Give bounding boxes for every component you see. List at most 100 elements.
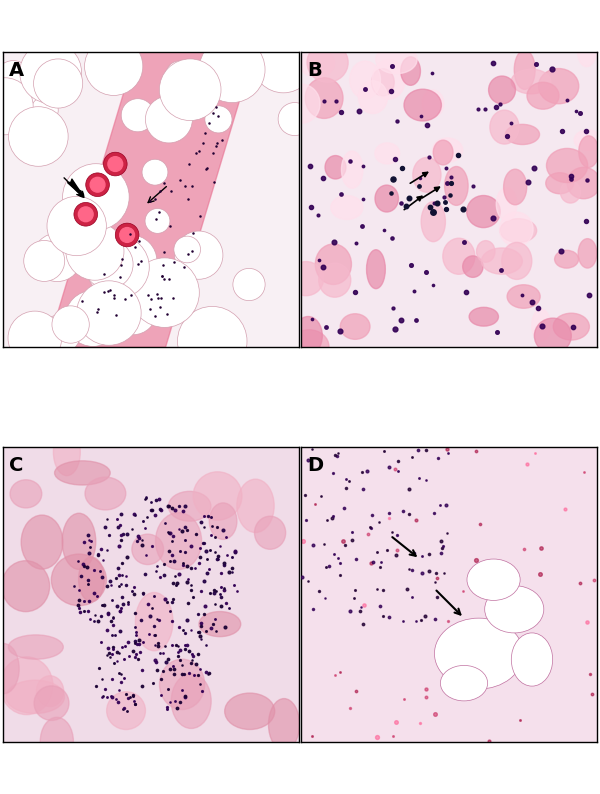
Circle shape <box>74 202 98 226</box>
Circle shape <box>199 37 265 102</box>
Ellipse shape <box>237 479 274 533</box>
Ellipse shape <box>481 248 523 274</box>
Ellipse shape <box>578 37 596 67</box>
Ellipse shape <box>224 693 275 730</box>
Circle shape <box>169 283 196 310</box>
Ellipse shape <box>485 586 544 633</box>
Circle shape <box>253 31 314 93</box>
Ellipse shape <box>8 635 63 659</box>
Ellipse shape <box>37 676 64 707</box>
Ellipse shape <box>467 559 520 600</box>
Ellipse shape <box>440 665 488 701</box>
Ellipse shape <box>199 611 241 637</box>
Polygon shape <box>47 52 254 347</box>
Ellipse shape <box>10 480 42 508</box>
Ellipse shape <box>107 692 145 730</box>
Circle shape <box>174 236 200 263</box>
Circle shape <box>104 235 157 287</box>
Circle shape <box>90 177 105 192</box>
Circle shape <box>169 62 214 108</box>
Ellipse shape <box>52 554 106 606</box>
Circle shape <box>65 291 121 346</box>
Ellipse shape <box>401 57 421 85</box>
Circle shape <box>41 314 80 353</box>
Circle shape <box>110 287 157 335</box>
Ellipse shape <box>445 167 468 206</box>
Circle shape <box>86 236 149 299</box>
Ellipse shape <box>546 173 574 194</box>
Ellipse shape <box>433 138 463 162</box>
Text: B: B <box>307 60 322 79</box>
Circle shape <box>33 233 82 282</box>
Circle shape <box>130 258 199 327</box>
Ellipse shape <box>469 307 499 326</box>
Circle shape <box>121 98 154 132</box>
Ellipse shape <box>6 680 64 714</box>
Ellipse shape <box>160 659 205 710</box>
Ellipse shape <box>375 185 398 212</box>
Ellipse shape <box>21 515 63 569</box>
Circle shape <box>85 37 143 95</box>
Circle shape <box>178 306 247 376</box>
Ellipse shape <box>305 78 343 118</box>
Circle shape <box>77 281 141 345</box>
Ellipse shape <box>373 60 405 99</box>
Circle shape <box>103 152 127 175</box>
Circle shape <box>47 196 106 256</box>
Ellipse shape <box>535 318 571 353</box>
Ellipse shape <box>404 89 442 121</box>
Circle shape <box>145 209 170 233</box>
Ellipse shape <box>136 592 173 651</box>
Ellipse shape <box>553 313 589 340</box>
Ellipse shape <box>0 643 19 694</box>
Text: D: D <box>307 456 323 475</box>
Ellipse shape <box>155 513 202 569</box>
Circle shape <box>79 207 93 222</box>
Circle shape <box>164 286 196 317</box>
Ellipse shape <box>350 61 380 98</box>
Circle shape <box>24 241 65 281</box>
Text: A: A <box>9 60 24 79</box>
Circle shape <box>142 160 168 185</box>
Text: C: C <box>9 456 23 475</box>
Circle shape <box>0 65 46 118</box>
Ellipse shape <box>0 657 53 715</box>
Circle shape <box>108 156 122 172</box>
Circle shape <box>8 106 68 166</box>
Circle shape <box>0 78 33 135</box>
Ellipse shape <box>34 686 69 720</box>
Ellipse shape <box>132 534 164 565</box>
Ellipse shape <box>2 561 50 611</box>
Ellipse shape <box>289 330 329 364</box>
Circle shape <box>66 222 124 280</box>
Ellipse shape <box>532 309 551 341</box>
Ellipse shape <box>476 241 495 262</box>
Ellipse shape <box>490 110 519 144</box>
Circle shape <box>278 102 311 136</box>
Ellipse shape <box>283 84 320 123</box>
Ellipse shape <box>538 68 579 104</box>
Ellipse shape <box>371 68 394 96</box>
Circle shape <box>115 223 139 247</box>
Ellipse shape <box>514 50 535 90</box>
Ellipse shape <box>289 261 323 295</box>
Ellipse shape <box>433 141 453 165</box>
Ellipse shape <box>511 633 553 686</box>
Ellipse shape <box>467 195 500 228</box>
Ellipse shape <box>567 168 600 198</box>
Ellipse shape <box>507 285 540 308</box>
Circle shape <box>84 240 133 289</box>
Ellipse shape <box>413 157 441 192</box>
Ellipse shape <box>299 49 335 77</box>
Ellipse shape <box>294 317 322 355</box>
Ellipse shape <box>502 242 532 279</box>
Circle shape <box>31 97 58 124</box>
Circle shape <box>175 231 223 279</box>
Ellipse shape <box>169 491 211 521</box>
Ellipse shape <box>376 45 417 74</box>
Ellipse shape <box>434 619 523 689</box>
Ellipse shape <box>269 699 299 750</box>
Circle shape <box>86 173 109 197</box>
Ellipse shape <box>62 513 96 569</box>
Ellipse shape <box>341 151 363 188</box>
